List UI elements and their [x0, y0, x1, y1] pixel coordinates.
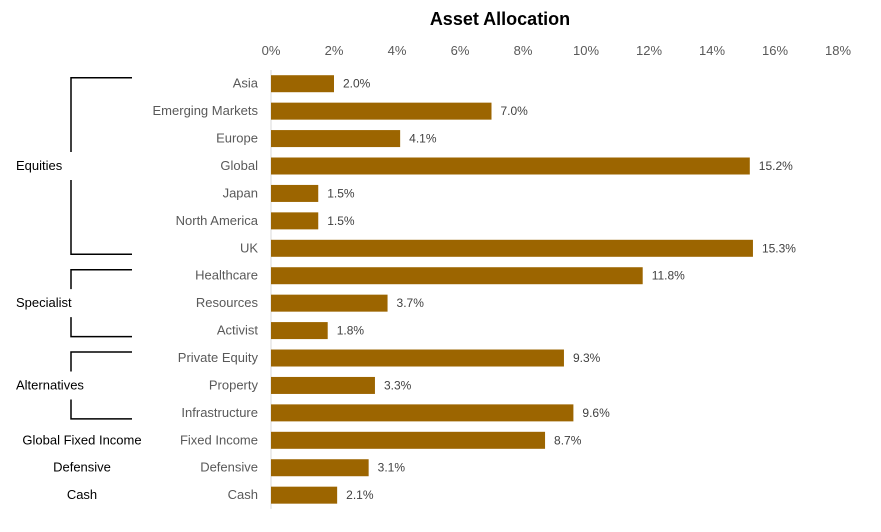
data-label: 9.6%	[582, 406, 610, 420]
category-label: North America	[176, 213, 259, 228]
category-label: Cash	[228, 487, 258, 502]
x-tick-label: 4%	[388, 43, 407, 58]
x-tick-label: 6%	[451, 43, 470, 58]
data-label: 3.1%	[378, 461, 406, 475]
x-tick-label: 0%	[262, 43, 281, 58]
x-tick-label: 14%	[699, 43, 725, 58]
bar	[271, 376, 375, 394]
bar	[271, 102, 492, 120]
x-tick-label: 12%	[636, 43, 662, 58]
data-label: 2.0%	[343, 77, 371, 91]
bar	[271, 239, 753, 257]
x-tick-label: 2%	[325, 43, 344, 58]
data-label: 4.1%	[409, 132, 437, 146]
data-label: 2.1%	[346, 488, 374, 502]
bar	[271, 486, 338, 504]
category-label: Resources	[196, 295, 259, 310]
data-label: 11.8%	[652, 269, 685, 283]
group-label: Cash	[67, 487, 97, 502]
category-label: Asia	[233, 76, 259, 91]
group-label: Defensive	[53, 460, 111, 475]
group-label: Specialist	[16, 295, 72, 310]
bar	[271, 322, 328, 340]
bar	[271, 431, 546, 449]
data-label: 9.3%	[573, 351, 601, 365]
bar	[271, 404, 574, 422]
group-label: Alternatives	[16, 377, 84, 392]
data-label: 1.8%	[337, 324, 365, 338]
data-label: 8.7%	[554, 433, 582, 447]
category-label: Activist	[217, 323, 259, 338]
group-bracket	[70, 76, 132, 256]
category-label: Japan	[223, 185, 258, 200]
group-bracket	[70, 268, 132, 338]
data-label: 7.0%	[501, 104, 529, 118]
category-label: Global	[220, 158, 258, 173]
category-label: Private Equity	[178, 350, 259, 365]
category-label: Healthcare	[195, 268, 258, 283]
x-tick-label: 8%	[514, 43, 533, 58]
data-label: 15.2%	[759, 159, 793, 173]
category-label: UK	[240, 240, 258, 255]
bar	[271, 75, 334, 93]
group-label: Equities	[16, 158, 63, 173]
bar	[271, 459, 369, 477]
bar	[271, 294, 388, 312]
x-tick-label: 10%	[573, 43, 599, 58]
data-label: 15.3%	[762, 241, 796, 255]
bar	[271, 184, 319, 202]
category-label: Defensive	[200, 460, 258, 475]
category-label: Emerging Markets	[153, 103, 259, 118]
data-label: 1.5%	[327, 186, 355, 200]
bar	[271, 157, 750, 175]
category-label: Fixed Income	[180, 432, 258, 447]
data-label: 3.3%	[384, 378, 412, 392]
bar	[271, 267, 643, 285]
bar	[271, 130, 401, 148]
data-label: 3.7%	[397, 296, 425, 310]
bar	[271, 349, 564, 367]
x-tick-label: 16%	[762, 43, 788, 58]
category-label: Property	[209, 377, 259, 392]
category-label: Europe	[216, 131, 258, 146]
chart-title: Asset Allocation	[430, 9, 570, 29]
group-bracket	[70, 351, 132, 420]
data-label: 1.5%	[327, 214, 355, 228]
group-label: Global Fixed Income	[22, 432, 141, 447]
x-tick-label: 18%	[825, 43, 851, 58]
category-label: Infrastructure	[181, 405, 258, 420]
bar	[271, 212, 319, 230]
